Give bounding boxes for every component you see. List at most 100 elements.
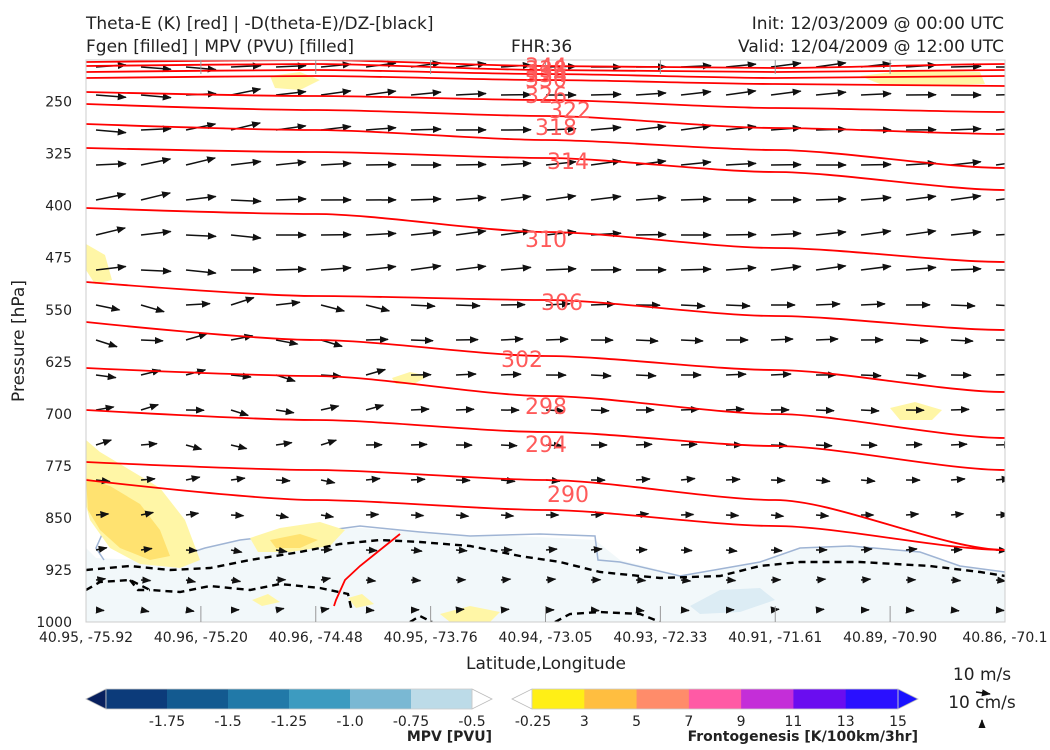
wind-vector — [410, 546, 423, 554]
x-tick-marks — [200, 60, 891, 622]
wind-vector — [590, 90, 622, 99]
y-tick-label: 400 — [45, 199, 72, 215]
wind-vector — [140, 267, 172, 275]
wind-vector — [410, 405, 430, 414]
colorbar-cell — [688, 689, 742, 709]
wind-vector — [140, 576, 152, 584]
wind-vector — [95, 477, 111, 485]
wind-vector — [365, 263, 397, 271]
wind-vector — [140, 510, 155, 518]
wind-vector — [950, 576, 962, 584]
wind-vector — [185, 300, 211, 308]
vertical-key-label: 10 cm/s — [948, 693, 1016, 713]
wind-vector — [410, 336, 434, 345]
wind-vector — [950, 440, 968, 449]
wind-vector — [995, 576, 1005, 584]
mpv-light-patch — [690, 588, 775, 614]
wind-vector — [230, 197, 262, 205]
wind-vector — [410, 125, 442, 133]
wind-vector — [545, 441, 563, 449]
wind-vector — [230, 62, 262, 70]
wind-vector — [320, 512, 335, 520]
wind-vector — [320, 304, 346, 313]
colorbar-cell — [106, 689, 168, 709]
title-line-1: Theta-E (K) [red] | -D(theta-E)/DZ-[blac… — [86, 14, 434, 34]
wind-key-arrow — [975, 689, 991, 697]
theta-e-contour — [86, 367, 1005, 439]
wind-vector — [275, 476, 291, 484]
y-tick-label: 550 — [45, 303, 72, 319]
wind-vector — [95, 160, 127, 168]
wind-vector — [365, 403, 385, 411]
wind-vector — [950, 125, 982, 133]
wind-vector — [950, 337, 974, 345]
wind-vector — [635, 576, 647, 584]
wind-vector — [455, 476, 471, 484]
wind-vector — [545, 159, 577, 167]
wind-vector — [995, 511, 1005, 519]
wind-vector — [140, 403, 160, 411]
wind-vector — [815, 406, 835, 414]
wind-vector — [950, 510, 965, 519]
wind-vector — [185, 443, 203, 451]
colorbar-cell — [228, 689, 290, 709]
wind-vector — [320, 264, 352, 272]
fgen-colorbar-label: Frontogenesis [K/100km/3hr] — [688, 729, 918, 745]
colorbar-cell — [741, 689, 794, 709]
colorbar-frame — [105, 688, 473, 710]
colorbar-tick-label: -0.75 — [393, 714, 429, 730]
wind-vector — [500, 370, 522, 379]
wind-vector — [725, 576, 737, 584]
wind-vector — [770, 88, 802, 96]
x-tick-label: 40.89, -70.90 — [843, 630, 937, 646]
colorbar-tick-label: -1.0 — [336, 714, 363, 730]
y-tick-label: 625 — [45, 355, 72, 371]
wind-vector — [635, 371, 657, 380]
colorbar-tick-label: 5 — [632, 714, 641, 730]
wind-vector — [725, 476, 741, 484]
wind-vector — [275, 440, 293, 448]
theta-e-label: 326 — [525, 84, 567, 109]
wind-vector — [500, 576, 512, 584]
wind-vector — [455, 90, 487, 98]
wind-vector — [950, 302, 976, 310]
y-tick-label: 250 — [45, 95, 72, 111]
wind-vector — [140, 304, 165, 313]
wind-vector — [635, 194, 667, 202]
theta-e-label: 330 — [525, 68, 567, 93]
wind-vector — [680, 337, 704, 345]
wind-vector — [275, 407, 295, 416]
colorbar-cell — [845, 689, 899, 709]
theta-e-label: 338 — [525, 58, 567, 83]
wind-vector — [905, 606, 915, 614]
wind-vector — [455, 406, 475, 414]
wind-vector — [995, 128, 1005, 131]
wind-vector — [365, 475, 381, 483]
wind-vector — [950, 62, 982, 71]
wind-vector — [230, 158, 262, 166]
colorbar-tick-label: 13 — [837, 714, 855, 730]
wind-vector — [455, 546, 468, 554]
wind-vector — [725, 88, 757, 96]
wind-vector — [140, 93, 172, 101]
wind-vector — [95, 576, 107, 584]
wind-vector — [140, 125, 172, 133]
wind-vector — [725, 61, 757, 69]
title-line-2: Fgen [filled] | MPV (PVU) [filled] — [86, 37, 355, 57]
wind-vector — [365, 124, 397, 132]
theta-e-contour — [86, 281, 1005, 331]
wind-vector — [140, 606, 150, 614]
theta-e-contour — [86, 207, 1005, 263]
wind-vector — [815, 60, 847, 68]
wind-vector — [815, 263, 847, 271]
wind-vector — [905, 372, 927, 380]
wind-vector — [680, 546, 693, 554]
wind-vector — [140, 336, 164, 345]
wind-vector — [95, 439, 113, 446]
wind-vector — [320, 88, 352, 96]
wind-vector — [545, 193, 577, 201]
wind-vector — [500, 335, 524, 343]
wind-vector — [635, 475, 651, 484]
wind-vector — [680, 576, 692, 584]
theta-e-contour — [86, 75, 1005, 87]
